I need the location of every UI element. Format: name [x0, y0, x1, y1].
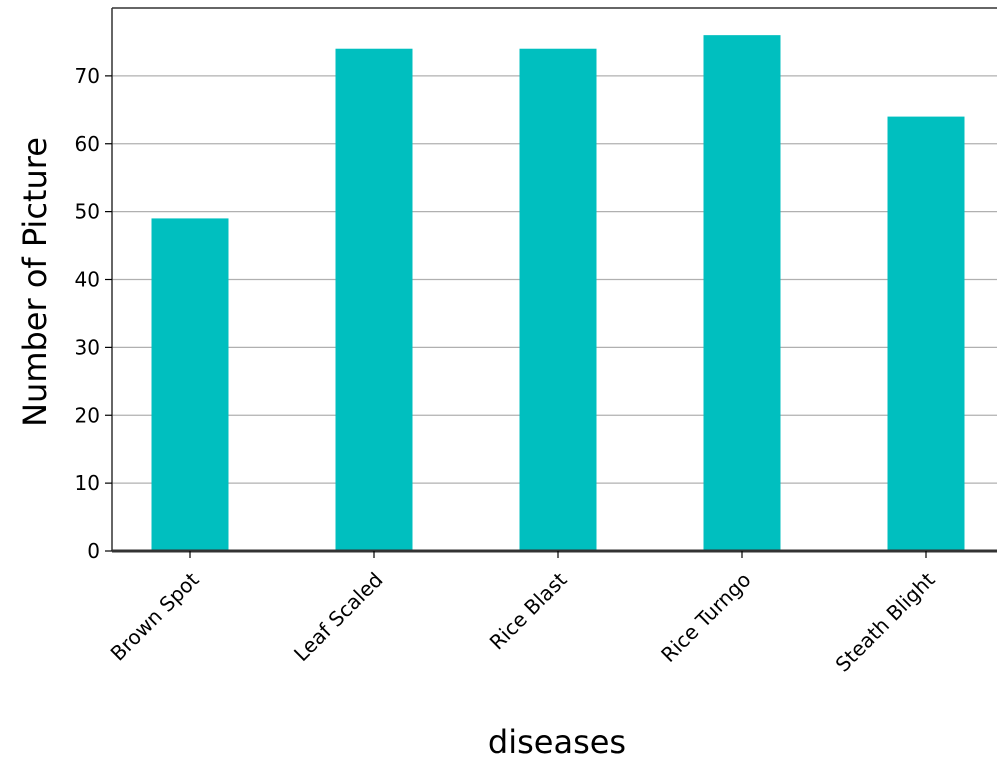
x-tick-label: Leaf Scaled — [289, 568, 387, 666]
x-tick-label: Rice Blast — [485, 567, 572, 654]
bars — [151, 35, 965, 551]
y-tick-label: 40 — [75, 268, 100, 292]
bar — [151, 218, 229, 551]
y-ticks: 0 10 20 30 40 50 60 70 — [75, 64, 112, 563]
y-axis-title: Number of Picture — [16, 137, 54, 427]
y-tick-label: 50 — [75, 200, 100, 224]
y-tick-label: 30 — [75, 335, 100, 359]
y-tick-label: 20 — [75, 403, 100, 427]
y-tick-label: 60 — [75, 132, 100, 156]
bar — [887, 116, 965, 551]
x-ticks: Brown Spot Leaf Scaled Rice Blast Rice Turn… — [106, 551, 940, 676]
x-tick-label: Rice Turngo — [656, 568, 755, 667]
y-tick-label: 0 — [87, 539, 100, 563]
bar — [703, 35, 781, 551]
y-tick-label: 10 — [75, 471, 100, 495]
x-axis-title: diseases — [488, 723, 626, 761]
bar — [335, 48, 413, 551]
x-tick-label: Steath Blight — [831, 567, 940, 676]
x-tick-label: Brown Spot — [106, 567, 204, 665]
y-tick-label: 70 — [75, 64, 100, 88]
bar — [519, 48, 597, 551]
